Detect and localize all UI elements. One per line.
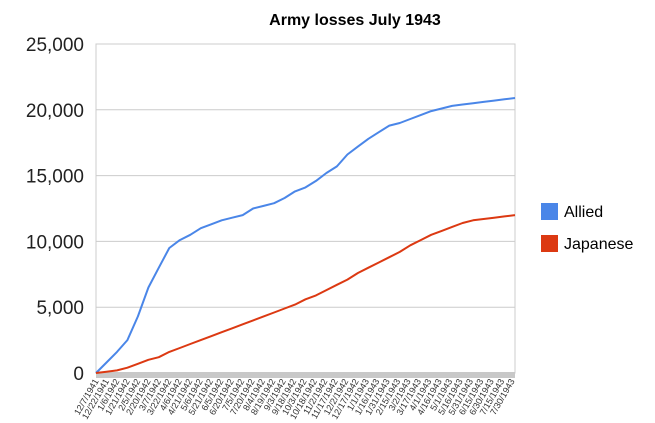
series-line-japanese	[95, 214, 516, 374]
y-tick-label: 20,000	[26, 101, 84, 122]
x-axis-baseline	[96, 372, 515, 378]
chart-title: Army losses July 1943	[269, 12, 441, 29]
plot-area	[95, 97, 516, 374]
grid	[95, 43, 516, 374]
plot-frame	[95, 43, 516, 374]
legend-swatch-allied	[541, 203, 558, 220]
x-axis-band	[96, 372, 515, 378]
x-axis: 12/7/194112/22/19411/6/19421/21/19422/5/…	[72, 377, 517, 421]
legend: Allied Japanese	[541, 203, 633, 253]
y-tick-label: 10,000	[26, 232, 84, 253]
y-tick-label: 0	[73, 364, 84, 385]
series-line-allied	[95, 97, 516, 374]
legend-swatch-japanese	[541, 235, 558, 252]
legend-label-allied: Allied	[564, 204, 603, 221]
y-tick-label: 15,000	[26, 167, 84, 188]
y-tick-label: 25,000	[26, 35, 84, 56]
legend-label-japanese: Japanese	[564, 236, 633, 253]
y-tick-label: 5,000	[36, 298, 84, 319]
y-axis: 0 5,000 10,000 15,000 20,000 25,000	[26, 35, 84, 385]
